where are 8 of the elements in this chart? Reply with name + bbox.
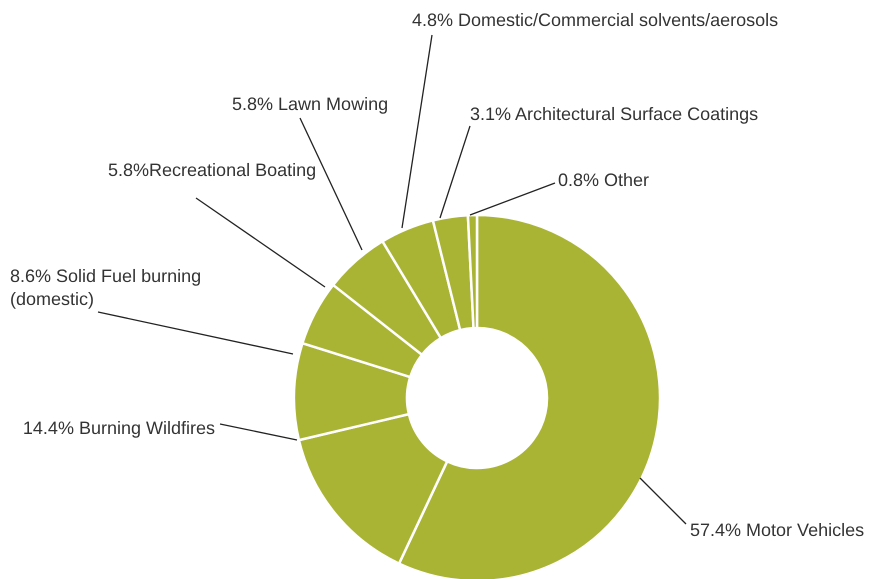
slice-label: 4.8% Domestic/Commercial solvents/aerosols	[412, 10, 778, 30]
slice-label: 3.1% Architectural Surface Coatings	[470, 104, 758, 124]
slice-label: 57.4% Motor Vehicles	[690, 520, 864, 540]
slice-label: 0.8% Other	[558, 170, 650, 190]
slice-label: 5.8%Recreational Boating	[108, 160, 316, 180]
slice-label: 14.4% Burning Wildfires	[22, 418, 215, 438]
slice-label: 8.6% Solid Fuel burning (domestic)	[10, 266, 202, 309]
slice-label: 5.8% Lawn Mowing	[232, 94, 388, 114]
